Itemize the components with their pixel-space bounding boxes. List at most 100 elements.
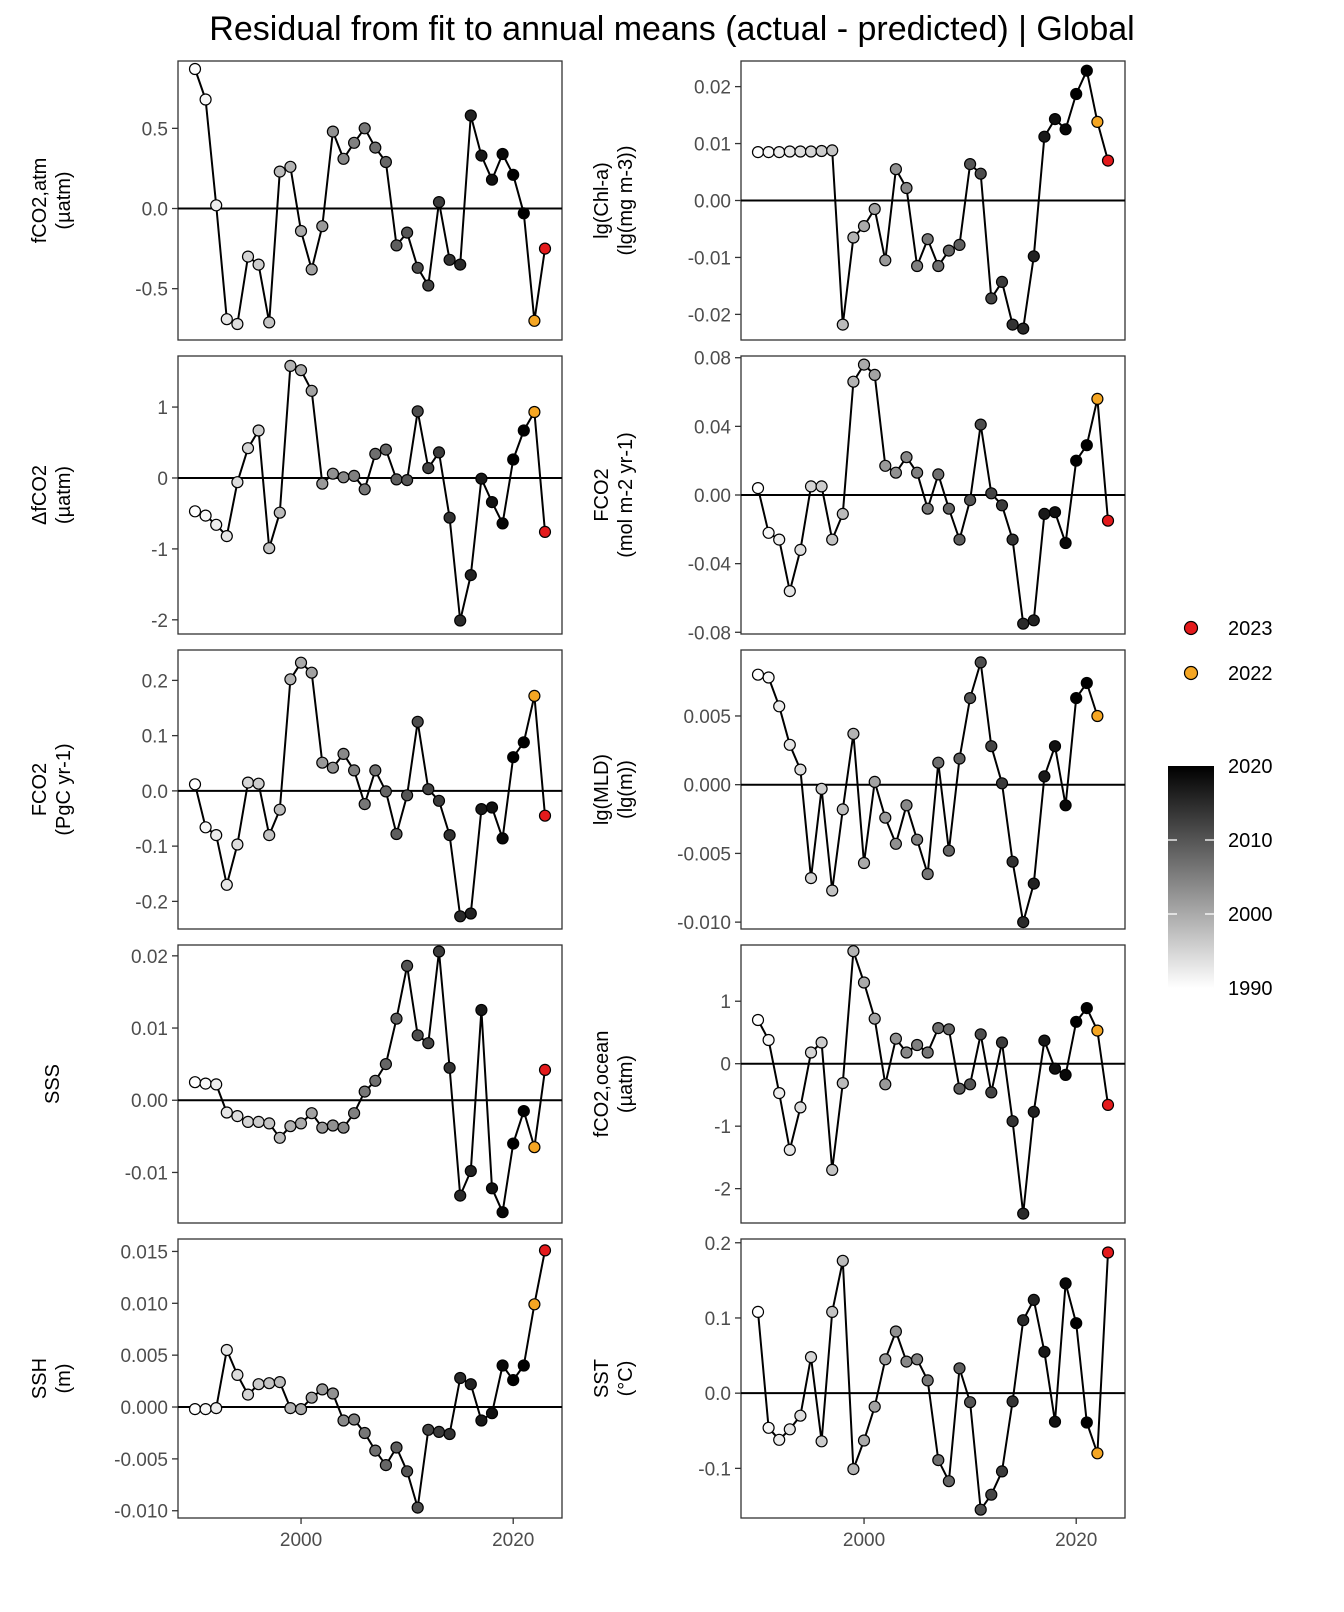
data-point-1999 (847, 945, 860, 958)
data-point-2014 (443, 828, 456, 842)
data-point-2011 (974, 167, 987, 180)
x-tick-label: 2020 (1055, 1530, 1097, 1551)
data-point-2020 (507, 751, 520, 764)
y-axis-label-line: (m) (53, 1364, 75, 1394)
data-point-2009 (390, 473, 403, 486)
colorbar-label-2020: 2020 (1228, 756, 1273, 778)
data-point-2002 (316, 220, 329, 233)
data-point-2007 (932, 259, 945, 273)
data-point-1998 (273, 1375, 286, 1389)
figure-title: Residual from fit to annual means (actua… (209, 10, 1134, 48)
y-tick-label: 0.015 (120, 1242, 168, 1263)
data-point-2016 (464, 109, 477, 122)
data-point-2022 (528, 314, 541, 327)
data-point-1990 (751, 668, 765, 681)
data-point-2008 (379, 1458, 392, 1472)
legend-label-2023: 2023 (1228, 618, 1273, 640)
data-point-1996 (815, 144, 828, 158)
legend-key-2022 (1183, 665, 1199, 681)
data-point-2011 (974, 656, 987, 669)
data-point-2007 (932, 1453, 945, 1467)
data-point-2011 (974, 1028, 987, 1041)
data-point-1995 (804, 145, 818, 158)
y-tick-label: -0.01 (125, 1163, 168, 1184)
data-point-2020 (1070, 87, 1083, 101)
data-point-1990 (188, 1402, 202, 1416)
data-point-1999 (847, 231, 860, 244)
data-point-1990 (188, 62, 202, 76)
y-axis-label-line: fCO2,ocean (591, 1031, 613, 1138)
data-point-2021 (1080, 1416, 1093, 1429)
data-point-2006 (921, 1374, 934, 1387)
data-point-1998 (836, 1254, 849, 1267)
data-point-2018 (485, 173, 499, 186)
data-point-2019 (496, 517, 509, 530)
data-point-2002 (879, 1353, 892, 1366)
y-tick-label: 1 (157, 398, 168, 419)
data-point-2015 (454, 258, 467, 271)
data-point-2020 (507, 453, 520, 466)
data-point-1996 (815, 1435, 828, 1448)
y-tick-label: -0.02 (688, 305, 731, 326)
data-point-2002 (879, 1078, 892, 1091)
data-point-2010 (963, 691, 977, 705)
data-point-1998 (836, 318, 849, 331)
data-point-1997 (826, 884, 839, 897)
data-point-2017 (1038, 1034, 1051, 1047)
data-point-1994 (231, 317, 244, 331)
data-point-2012 (985, 1086, 998, 1099)
data-point-2014 (1006, 855, 1019, 868)
data-point-1997 (826, 1305, 839, 1319)
data-point-2009 (390, 1012, 403, 1025)
y-tick-label: 0.1 (705, 1309, 731, 1330)
data-point-2014 (1006, 1395, 1019, 1408)
data-point-2015 (1017, 915, 1030, 929)
data-point-2021 (1080, 1001, 1093, 1015)
y-tick-label: 1 (720, 992, 731, 1013)
data-point-1990 (188, 778, 202, 791)
data-point-2002 (316, 756, 329, 769)
data-point-1990 (751, 146, 765, 159)
panel-border (177, 355, 563, 635)
data-point-2015 (454, 614, 467, 627)
data-point-2004 (900, 181, 913, 195)
data-point-2005 (910, 1353, 924, 1366)
y-tick-label: -0.5 (135, 280, 168, 301)
panel-1: 0.5 0.0 -0.5 fCO2,atm (µatm) (29, 60, 563, 341)
data-point-2012 (985, 1488, 998, 1501)
data-point-2016 (1027, 250, 1040, 263)
data-point-2002 (879, 459, 892, 472)
data-point-2005 (910, 1038, 924, 1052)
data-point-2001 (868, 202, 881, 216)
data-point-2022 (1091, 1024, 1104, 1037)
panel-6: 0.005 0.000 -0.005 -0.010 lg(MLD) (lg(m)) (591, 649, 1126, 934)
y-tick-label: -0.2 (135, 892, 168, 913)
data-point-2000 (294, 1402, 308, 1416)
colorbar-label-1990: 1990 (1228, 978, 1273, 1000)
y-tick-label: -2 (151, 611, 168, 632)
data-point-2017 (1038, 507, 1051, 521)
panel-8: 1 0 -1 -2 fCO2,ocean (µatm) (591, 944, 1126, 1224)
data-point-2002 (316, 1383, 329, 1396)
data-point-2004 (900, 799, 913, 812)
y-tick-label: -0.01 (688, 248, 731, 269)
data-point-2008 (942, 844, 956, 857)
data-point-2021 (517, 207, 530, 220)
data-point-1994 (794, 543, 807, 557)
data-point-1993 (783, 584, 796, 598)
data-point-2004 (900, 451, 913, 464)
data-point-2000 (294, 1117, 308, 1130)
data-point-2000 (294, 364, 308, 377)
data-point-2007 (932, 1021, 945, 1035)
data-point-1993 (783, 1423, 796, 1436)
data-point-2007 (369, 447, 382, 460)
data-point-2017 (1038, 770, 1051, 783)
data-point-2004 (337, 152, 350, 165)
data-point-2014 (443, 1061, 456, 1074)
data-point-1996 (252, 258, 265, 271)
data-point-2001 (868, 1400, 881, 1413)
data-point-2000 (294, 656, 308, 669)
data-point-1993 (220, 878, 233, 891)
data-point-1991 (762, 1033, 775, 1047)
